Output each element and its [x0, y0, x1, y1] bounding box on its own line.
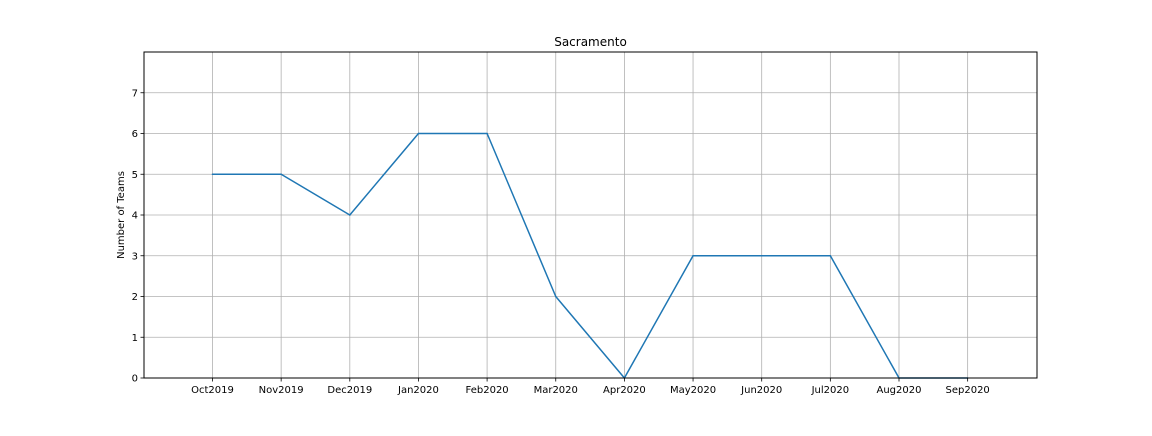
data-point: [760, 254, 763, 257]
data-point: [280, 173, 282, 176]
y-tick-label: 1: [132, 333, 138, 344]
y-axis-ticks: 0 1 2 3 4 5 6 7: [132, 88, 144, 385]
data-point: [829, 254, 832, 257]
data-point: [211, 173, 214, 176]
series-line: [212, 132, 968, 379]
y-axis-title: Number of Teams: [116, 171, 127, 259]
x-tick-label: Aug2020: [877, 385, 922, 396]
y-tick-label: 2: [132, 292, 138, 303]
y-tick-label: 3: [132, 251, 138, 262]
y-tick-label: 5: [132, 170, 138, 181]
y-tick-label: 6: [132, 129, 138, 140]
x-tick-label: Oct2019: [191, 385, 234, 396]
x-tick-label: Feb2020: [466, 385, 509, 396]
y-tick-label: 4: [132, 211, 138, 222]
data-point: [486, 132, 488, 135]
data-point: [554, 295, 557, 298]
y-tick-label: 7: [132, 88, 138, 99]
grid-lines: [144, 52, 1037, 379]
y-tick-label: 0: [132, 374, 138, 385]
data-point: [692, 254, 694, 257]
x-tick-label: Jun2020: [740, 385, 782, 396]
x-tick-label: Nov2019: [259, 385, 304, 396]
chart-title: Sacramento: [554, 35, 627, 49]
x-tick-label: Apr2020: [603, 385, 646, 396]
data-point: [417, 132, 420, 135]
x-tick-label: Dec2019: [327, 385, 372, 396]
x-tick-label: Jan2020: [397, 385, 439, 396]
x-tick-label: Sep2020: [946, 385, 990, 396]
data-point: [349, 214, 351, 216]
x-tick-label: Jul2020: [811, 385, 850, 396]
x-tick-label: Mar2020: [534, 385, 578, 396]
x-tick-label: May2020: [670, 385, 716, 396]
x-axis-ticks: Oct2019 Nov2019 Dec2019 Jan2020 Feb2020 Mar20…: [191, 378, 990, 396]
